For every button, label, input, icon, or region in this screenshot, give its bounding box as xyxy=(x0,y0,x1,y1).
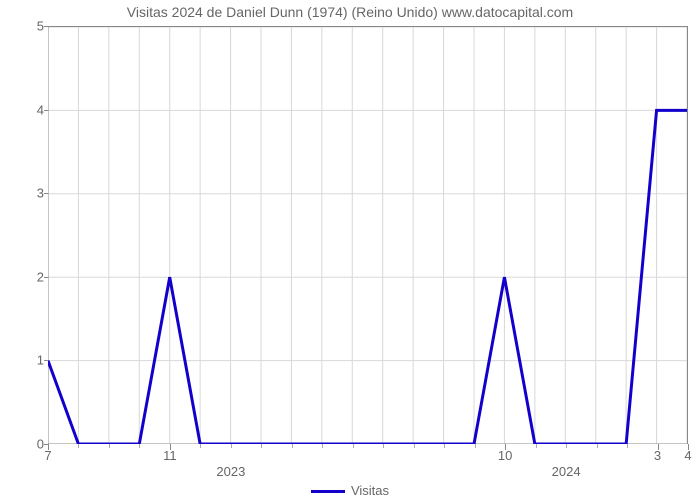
y-tick-label: 5 xyxy=(14,19,44,34)
legend-swatch xyxy=(311,490,345,493)
x-year-label: 2024 xyxy=(552,464,581,479)
x-tick-minor xyxy=(353,444,354,448)
legend-label: Visitas xyxy=(351,483,389,498)
y-tick-label: 1 xyxy=(14,353,44,368)
x-tick-minor xyxy=(383,444,384,448)
legend: Visitas xyxy=(0,483,700,498)
x-tick-minor xyxy=(231,444,232,448)
x-tick-minor xyxy=(292,444,293,448)
x-tick-minor xyxy=(109,444,110,448)
y-tick-label: 0 xyxy=(14,437,44,452)
x-tick-label: 11 xyxy=(163,448,177,463)
x-tick-minor xyxy=(444,444,445,448)
x-tick-label: 3 xyxy=(654,448,661,463)
chart-container: Visitas 2024 de Daniel Dunn (1974) (Rein… xyxy=(0,0,700,500)
series-line xyxy=(48,27,687,444)
x-tick-minor xyxy=(414,444,415,448)
x-tick-minor xyxy=(78,444,79,448)
x-tick-minor xyxy=(322,444,323,448)
x-tick-minor xyxy=(261,444,262,448)
x-year-label: 2023 xyxy=(216,464,245,479)
y-tick-label: 3 xyxy=(14,186,44,201)
x-tick-label: 7 xyxy=(44,448,51,463)
x-tick-label: 4 xyxy=(684,448,691,463)
chart-title: Visitas 2024 de Daniel Dunn (1974) (Rein… xyxy=(0,4,700,20)
y-tick-label: 2 xyxy=(14,269,44,284)
x-tick-label: 10 xyxy=(498,448,512,463)
x-tick-minor xyxy=(536,444,537,448)
x-tick-minor xyxy=(566,444,567,448)
plot-area xyxy=(48,26,688,444)
x-tick-minor xyxy=(627,444,628,448)
x-tick-minor xyxy=(139,444,140,448)
x-tick-minor xyxy=(475,444,476,448)
x-tick-minor xyxy=(200,444,201,448)
x-tick-minor xyxy=(597,444,598,448)
y-tick-label: 4 xyxy=(14,102,44,117)
